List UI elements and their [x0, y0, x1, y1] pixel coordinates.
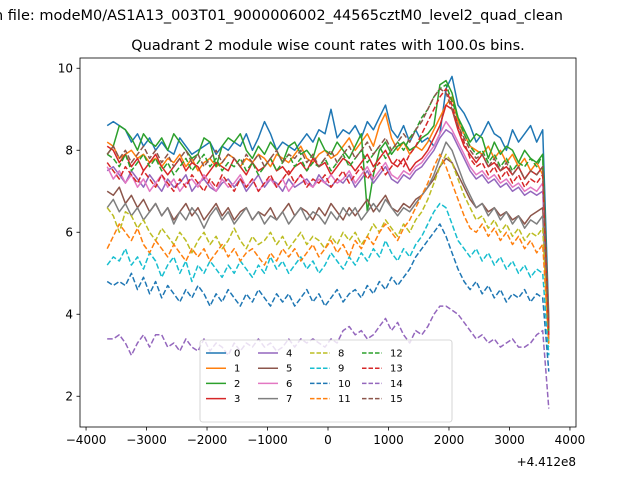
- y-axis: 2 4 6 8 10: [58, 62, 80, 404]
- legend-label-10: 10: [338, 379, 351, 390]
- series-line-0: [106, 75, 550, 319]
- x-axis: −4000 −3000 −2000 −1000 0 1000 2000 3000 4000: [66, 427, 585, 447]
- y-tick-label: 6: [65, 226, 73, 240]
- series-line-9: [106, 202, 550, 356]
- x-tick-label: −1000: [247, 433, 288, 447]
- legend-label-4: 4: [286, 349, 292, 360]
- series-line-12: [106, 83, 550, 331]
- series-line-14: [107, 305, 550, 409]
- legend-label-3: 3: [234, 394, 240, 405]
- y-tick-label: 8: [65, 144, 73, 158]
- legend-label-1: 1: [234, 364, 240, 375]
- series-line-6: [106, 120, 550, 335]
- legend-label-15: 15: [390, 394, 403, 405]
- legend-box: [199, 339, 453, 423]
- y-tick-label: 4: [65, 308, 73, 322]
- series-line-15: [106, 88, 550, 327]
- legend-label-11: 11: [338, 394, 351, 405]
- series-line-4: [106, 129, 550, 339]
- legend-label-6: 6: [286, 379, 292, 390]
- legend-label-2: 2: [234, 379, 240, 390]
- x-tick-label: −2000: [187, 433, 228, 447]
- series-line-13: [106, 88, 550, 335]
- x-tick-label: 3000: [494, 433, 525, 447]
- legend-label-7: 7: [286, 394, 292, 405]
- figure-suptitle: n file: modeM0/AS1A13_003T01_9000006002_…: [0, 8, 563, 24]
- legend-label-8: 8: [338, 349, 344, 360]
- legend-label-12: 12: [390, 349, 403, 360]
- y-tick-label: 2: [65, 390, 73, 404]
- series-line-7: [106, 141, 550, 344]
- y-tick-label: 10: [58, 62, 73, 76]
- legend-label-5: 5: [286, 364, 292, 375]
- chart-title: Quadrant 2 module wise count rates with …: [131, 38, 525, 54]
- x-tick-label: −4000: [66, 433, 107, 447]
- x-tick-label: −3000: [126, 433, 167, 447]
- x-tick-label: 2000: [434, 433, 465, 447]
- series-line-2: [106, 79, 550, 335]
- legend-label-9: 9: [338, 364, 344, 375]
- x-tick-label: 4000: [555, 433, 586, 447]
- legend-label-13: 13: [390, 364, 403, 375]
- series-line-8: [106, 153, 550, 348]
- legend-label-0: 0: [234, 349, 240, 360]
- legend-label-14: 14: [390, 379, 403, 390]
- x-tick-label: 0: [324, 433, 332, 447]
- series-line-3: [106, 104, 550, 331]
- x-tick-label: 1000: [373, 433, 404, 447]
- x-offset-label: +4.412e8: [517, 455, 576, 469]
- series-layer: [106, 75, 550, 409]
- series-line-11: [106, 153, 550, 344]
- series-line-10: [106, 223, 550, 372]
